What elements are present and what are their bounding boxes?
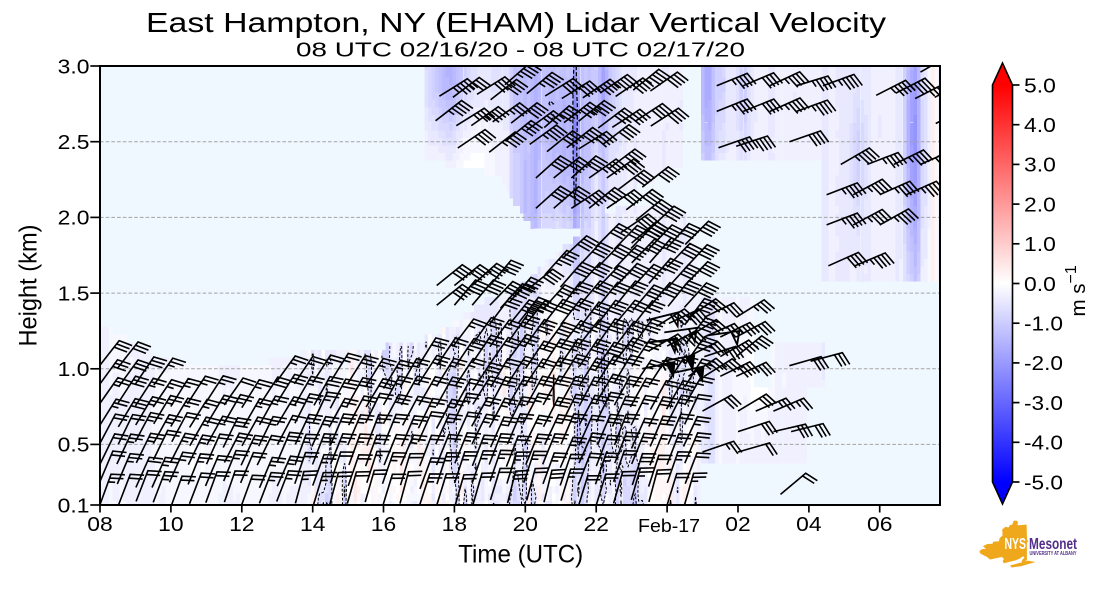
svg-text:UNIVERSITY AT ALBANY: UNIVERSITY AT ALBANY: [1030, 551, 1078, 557]
svg-text:06: 06: [867, 514, 892, 536]
svg-text:20: 20: [513, 514, 538, 536]
svg-text:Time (UTC): Time (UTC): [458, 541, 583, 569]
svg-text:Feb-17: Feb-17: [638, 516, 700, 536]
svg-text:08: 08: [87, 514, 112, 536]
svg-text:12: 12: [229, 514, 254, 536]
svg-text:1.0: 1.0: [58, 359, 90, 381]
svg-text:22: 22: [584, 514, 609, 536]
svg-text:Mesonet: Mesonet: [1029, 536, 1077, 553]
svg-text:0.5: 0.5: [58, 435, 90, 457]
svg-text:18: 18: [442, 514, 467, 536]
svg-text:0.0: 0.0: [1024, 274, 1056, 296]
svg-text:14: 14: [300, 514, 325, 536]
svg-text:-5.0: -5.0: [1024, 472, 1063, 494]
svg-text:3.0: 3.0: [1024, 155, 1056, 177]
svg-text:5.0: 5.0: [1024, 75, 1056, 97]
svg-text:-1.0: -1.0: [1024, 314, 1063, 336]
svg-text:Height (km): Height (km): [15, 225, 43, 347]
svg-text:4.0: 4.0: [1024, 115, 1056, 137]
svg-text:East Hampton, NY (EHAM) Lidar: East Hampton, NY (EHAM) Lidar Vertical V…: [146, 7, 886, 38]
svg-text:2.5: 2.5: [58, 132, 90, 154]
svg-text:2.0: 2.0: [58, 208, 90, 230]
svg-text:02: 02: [725, 514, 750, 536]
svg-text:-2.0: -2.0: [1024, 353, 1063, 375]
svg-text:3.0: 3.0: [58, 56, 90, 78]
svg-text:-3.0: -3.0: [1024, 393, 1063, 415]
svg-text:0.1: 0.1: [58, 495, 90, 517]
svg-text:08 UTC 02/16/20 - 08 UTC 02/17: 08 UTC 02/16/20 - 08 UTC 02/17/20: [296, 38, 745, 61]
svg-text:-4.0: -4.0: [1024, 433, 1063, 455]
svg-text:NYS: NYS: [1005, 536, 1027, 553]
svg-text:1.0: 1.0: [1024, 234, 1056, 256]
svg-text:10: 10: [158, 514, 183, 536]
svg-text:1.5: 1.5: [58, 283, 90, 305]
svg-text:04: 04: [796, 514, 821, 536]
svg-text:16: 16: [371, 514, 396, 536]
svg-text:2.0: 2.0: [1024, 194, 1056, 216]
